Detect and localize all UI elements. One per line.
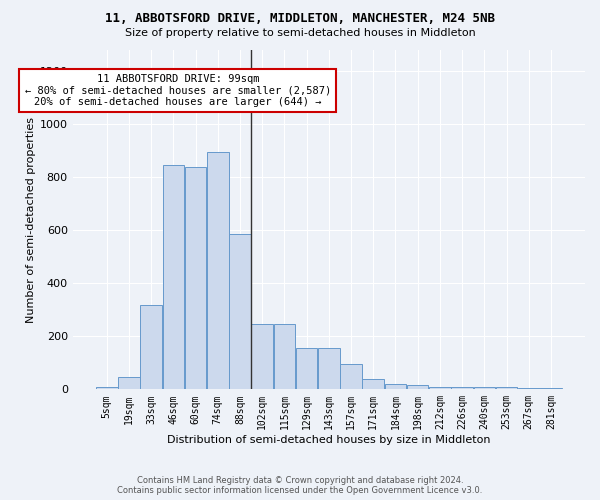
Bar [229,234,251,390]
Bar [385,384,406,390]
Bar [451,386,473,390]
Y-axis label: Number of semi-detached properties: Number of semi-detached properties [26,116,35,322]
Bar [318,348,340,390]
Bar [185,166,206,390]
Bar [429,386,451,390]
Bar [96,386,118,390]
Bar [540,388,562,390]
Text: 11, ABBOTSFORD DRIVE, MIDDLETON, MANCHESTER, M24 5NB: 11, ABBOTSFORD DRIVE, MIDDLETON, MANCHES… [105,12,495,26]
Bar [207,152,229,390]
Bar [140,304,162,390]
Bar [473,386,495,390]
Bar [118,376,140,390]
Text: Contains HM Land Registry data © Crown copyright and database right 2024.
Contai: Contains HM Land Registry data © Crown c… [118,476,482,495]
Bar [296,348,317,390]
Bar [251,324,273,390]
Bar [362,378,384,390]
Text: 11 ABBOTSFORD DRIVE: 99sqm
← 80% of semi-detached houses are smaller (2,587)
20%: 11 ABBOTSFORD DRIVE: 99sqm ← 80% of semi… [25,74,331,107]
Bar [274,324,295,390]
Bar [340,364,362,390]
Bar [407,385,428,390]
Bar [496,387,517,390]
Text: Size of property relative to semi-detached houses in Middleton: Size of property relative to semi-detach… [125,28,475,38]
Bar [163,166,184,390]
X-axis label: Distribution of semi-detached houses by size in Middleton: Distribution of semi-detached houses by … [167,435,491,445]
Bar [518,388,539,390]
